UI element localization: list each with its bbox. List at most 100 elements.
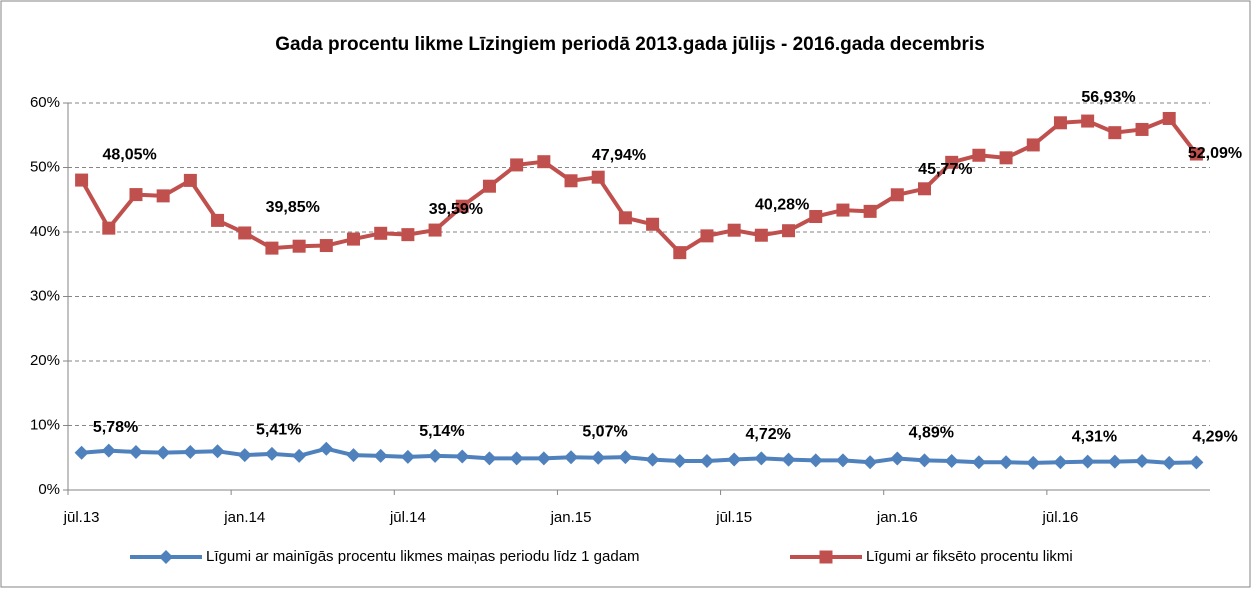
point-marker [808, 453, 823, 468]
value-label: 40,28% [755, 196, 809, 213]
point-marker [373, 448, 388, 463]
point-marker [374, 226, 388, 240]
point-marker [428, 448, 443, 463]
x-tick-label: jūl.14 [389, 509, 426, 526]
point-marker [971, 455, 986, 470]
point-marker [101, 443, 116, 458]
point-marker [401, 228, 415, 242]
point-marker [782, 224, 796, 238]
value-label: 5,14% [419, 423, 464, 440]
y-tick-label: 20% [30, 352, 60, 369]
value-label: 4,29% [1192, 429, 1237, 446]
point-marker [482, 179, 496, 193]
point-marker [1081, 114, 1095, 128]
point-marker [1135, 453, 1150, 468]
point-marker [1107, 454, 1122, 469]
value-label: 39,59% [429, 201, 483, 218]
value-label: 4,72% [745, 426, 790, 443]
point-marker [754, 228, 768, 242]
point-marker [918, 182, 931, 196]
point-marker [156, 445, 171, 460]
x-tick-label: jan.14 [223, 509, 265, 526]
point-marker [727, 452, 742, 467]
point-marker [319, 441, 334, 456]
point-marker [564, 450, 579, 465]
y-tick-label: 40% [30, 223, 60, 240]
y-tick-label: 0% [38, 481, 60, 498]
point-marker [265, 241, 279, 255]
point-marker [890, 188, 904, 202]
point-marker [645, 452, 660, 467]
y-tick-label: 50% [30, 158, 60, 175]
x-tick-label: jūl.13 [63, 509, 100, 526]
point-marker [1026, 138, 1040, 152]
value-label: 48,05% [102, 146, 156, 163]
point-marker [292, 239, 306, 253]
point-marker [1135, 122, 1149, 136]
point-marker [672, 453, 687, 468]
point-marker [835, 453, 850, 468]
point-marker [292, 448, 307, 463]
point-marker [646, 217, 660, 231]
y-tick-label: 10% [30, 416, 60, 433]
value-label: 52,09% [1188, 145, 1242, 162]
point-marker [944, 453, 959, 468]
value-label: 47,94% [592, 147, 646, 164]
point-marker [346, 448, 361, 463]
point-marker [237, 448, 252, 463]
point-marker [455, 199, 469, 213]
point-marker [836, 203, 850, 217]
point-marker [75, 173, 89, 187]
point-marker [428, 223, 442, 237]
point-marker [945, 155, 959, 169]
value-label: 45,77% [918, 161, 972, 178]
point-marker [183, 444, 198, 459]
point-marker [591, 170, 605, 184]
x-tick-label: jan.15 [550, 509, 592, 526]
point-marker [537, 155, 551, 169]
point-marker [781, 452, 796, 467]
point-marker [211, 213, 225, 227]
point-marker [510, 158, 524, 172]
value-label: 5,41% [256, 421, 301, 438]
point-marker [699, 453, 714, 468]
point-marker [999, 151, 1013, 165]
point-marker [319, 239, 333, 253]
y-tick-label: 60% [30, 94, 60, 111]
point-marker [1026, 455, 1041, 470]
value-label: 39,85% [266, 199, 320, 216]
point-marker [509, 451, 524, 466]
point-marker [591, 450, 606, 465]
point-marker [1162, 111, 1176, 125]
point-marker [754, 451, 769, 466]
point-marker [809, 210, 823, 224]
point-marker [455, 449, 470, 464]
value-label: 5,78% [93, 419, 138, 436]
point-marker [564, 174, 578, 188]
point-marker [128, 444, 143, 459]
point-marker [400, 449, 415, 464]
point-marker [917, 453, 932, 468]
point-marker [618, 211, 632, 225]
chart-title: Gada procentu likme Līzingiem periodā 20… [275, 34, 985, 55]
point-marker [727, 223, 741, 237]
point-marker [999, 455, 1014, 470]
point-marker [1053, 116, 1067, 130]
point-marker [264, 446, 279, 461]
point-marker [1108, 126, 1122, 140]
x-tick-label: jūl.16 [1042, 509, 1079, 526]
value-label: 4,31% [1072, 428, 1117, 445]
x-tick-label: jan.16 [876, 509, 918, 526]
point-marker [102, 221, 116, 235]
y-tick-label: 30% [30, 287, 60, 304]
point-marker [183, 173, 197, 187]
point-marker [129, 188, 143, 202]
point-marker [618, 450, 633, 465]
point-marker [347, 232, 360, 246]
point-marker [482, 451, 497, 466]
value-label: 4,89% [909, 425, 954, 442]
point-marker [700, 229, 714, 243]
value-label: 56,93% [1081, 89, 1135, 106]
